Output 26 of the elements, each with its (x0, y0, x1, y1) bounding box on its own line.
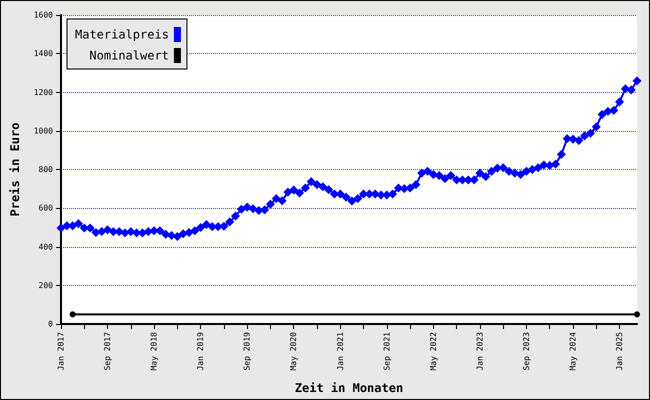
legend-label: Materialpreis (75, 28, 169, 42)
y-tick-label: 600 (38, 204, 54, 213)
y-tick-label: 200 (38, 280, 54, 290)
y-tick-label: 1400 (34, 49, 54, 58)
x-axis-title: Zeit in Monaten (294, 381, 404, 395)
x-tick-label: Jan 2021 (336, 332, 345, 371)
x-tick-label: Jan 2017 (56, 332, 66, 371)
x-tick-label: Sep 2017 (103, 332, 112, 371)
x-tick-label: Jan 2019 (196, 332, 206, 371)
y-tick-label: 1600 (34, 10, 54, 20)
y-tick-label: 0 (48, 320, 54, 328)
x-tick-label: May 2022 (428, 332, 438, 371)
y-tick-label: 800 (38, 165, 54, 174)
legend-label: Nominalwert (89, 48, 169, 62)
x-tick-label: May 2024 (568, 332, 578, 371)
x-tick-label: Jan 2025 (615, 332, 624, 371)
y-axis-title: Preis in Euro (8, 122, 22, 216)
x-tick-label: Sep 2019 (242, 332, 252, 371)
y-tick-label: 400 (38, 242, 54, 252)
x-tick-label: Sep 2021 (382, 332, 392, 371)
x-tick-label: Sep 2023 (522, 332, 531, 371)
x-tick-label: Jan 2023 (475, 332, 484, 371)
y-tick-label: 1000 (34, 126, 54, 136)
x-tick-label: May 2018 (150, 332, 159, 371)
y-tick-label: 1200 (34, 88, 54, 97)
x-tick-label: May 2020 (289, 332, 298, 371)
